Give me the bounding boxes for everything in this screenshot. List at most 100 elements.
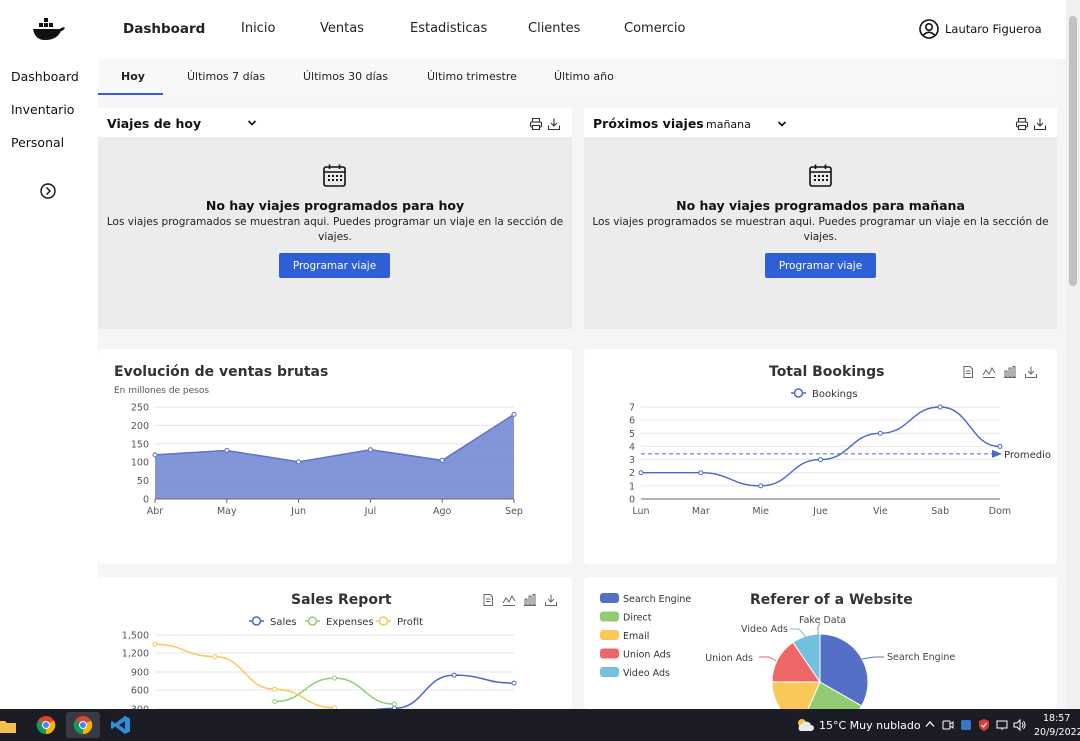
legend-label: Email xyxy=(623,631,649,642)
x-tick-label: Abr xyxy=(147,506,164,517)
page-scrollbar[interactable] xyxy=(1066,0,1080,709)
data-point xyxy=(698,470,704,476)
today-trips-empty-state: No hay viajes programados para hoy Los v… xyxy=(98,138,572,329)
sidebar-item-personal[interactable]: Personal xyxy=(11,135,65,150)
weather-text[interactable]: 15°C Muy nublado xyxy=(819,719,921,732)
gross-sales-card: Evolución de ventas brutas En millones d… xyxy=(98,349,572,564)
print-icon[interactable] xyxy=(529,117,543,131)
print-icon[interactable] xyxy=(1015,117,1029,131)
network-icon[interactable] xyxy=(996,718,1008,732)
vscode-icon[interactable] xyxy=(104,712,138,738)
area-fill xyxy=(155,414,514,499)
clock-date[interactable]: 20/9/2022 xyxy=(1034,727,1080,738)
meet-now-icon[interactable] xyxy=(942,718,954,732)
clock-time[interactable]: 18:57 xyxy=(1043,713,1071,724)
data-view-icon[interactable] xyxy=(961,365,975,379)
legend-marker xyxy=(307,616,318,626)
active-tab-indicator xyxy=(98,93,163,95)
data-point xyxy=(224,447,230,453)
empty-state-description: Los viajes programados se muestran aqui.… xyxy=(106,216,564,243)
nav-estadisticas[interactable]: Estadisticas xyxy=(410,21,488,36)
legend-marker xyxy=(251,616,262,626)
chrome-icon[interactable] xyxy=(29,712,63,738)
x-tick-label: Jun xyxy=(290,506,306,517)
legend-label: Bookings xyxy=(812,389,858,400)
upcoming-trips-title: Próximos viajes xyxy=(593,116,704,131)
file-explorer-icon[interactable] xyxy=(0,712,34,738)
data-point xyxy=(152,641,158,647)
y-tick-label: 1,200 xyxy=(122,649,149,660)
download-icon[interactable] xyxy=(1033,117,1047,131)
line-chart-icon[interactable] xyxy=(982,365,996,379)
schedule-trip-button[interactable]: Programar viaje xyxy=(279,253,390,278)
chart-title: Total Bookings xyxy=(769,364,885,380)
label-leader xyxy=(790,628,807,638)
weather-cloud-icon[interactable] xyxy=(795,716,815,734)
nav-dashboard[interactable]: Dashboard xyxy=(123,21,206,37)
chevron-up-icon[interactable] xyxy=(925,720,935,728)
label-leader xyxy=(861,656,884,660)
top-navbar: Dashboard Inicio Ventas Estadisticas Cli… xyxy=(0,0,1066,59)
security-icon[interactable] xyxy=(960,718,972,732)
data-point xyxy=(439,457,445,463)
time-range-tabs: Hoy Últimos 7 días Últimos 30 días Últim… xyxy=(98,59,1057,96)
nav-comercio[interactable]: Comercio xyxy=(624,21,686,36)
download-icon[interactable] xyxy=(547,117,561,131)
tab-30-dias[interactable]: Últimos 30 días xyxy=(303,70,389,83)
y-tick-label: 1,500 xyxy=(122,631,149,642)
chevron-down-icon[interactable] xyxy=(777,120,787,128)
tab-anio[interactable]: Último año xyxy=(554,70,614,83)
line-chart-icon[interactable] xyxy=(502,593,516,607)
y-tick-label: 50 xyxy=(137,476,149,487)
day-select[interactable]: mañana xyxy=(706,118,751,131)
y-tick-label: 0 xyxy=(629,495,635,506)
docker-whale-logo[interactable] xyxy=(30,14,66,44)
expand-sidebar-icon[interactable] xyxy=(40,183,56,199)
y-tick-label: 1 xyxy=(629,481,635,492)
save-image-icon[interactable] xyxy=(544,593,558,607)
tab-hoy[interactable]: Hoy xyxy=(121,70,145,83)
y-tick-label: 150 xyxy=(131,439,149,450)
legend-swatch xyxy=(600,593,619,603)
x-tick-label: Dom xyxy=(989,506,1011,517)
chevron-down-icon[interactable] xyxy=(247,119,257,127)
legend-label: Search Engine xyxy=(623,594,691,605)
user-avatar-icon xyxy=(919,19,939,39)
tab-trimestre[interactable]: Último trimestre xyxy=(427,70,517,83)
data-view-icon[interactable] xyxy=(481,593,495,607)
referer-card: Referer of a Website Search Engine Direct… xyxy=(584,577,1057,709)
bar-chart-icon[interactable] xyxy=(523,593,537,607)
panel-header: Próximos viajes mañana xyxy=(584,108,1057,138)
legend-label: Video Ads xyxy=(623,668,670,679)
legend-swatch xyxy=(600,648,619,659)
data-point xyxy=(638,470,644,476)
chrome-active-window-icon[interactable] xyxy=(66,712,100,738)
save-image-icon[interactable] xyxy=(1024,365,1038,379)
y-tick-label: 6 xyxy=(629,416,635,427)
x-tick-label: Jue xyxy=(812,506,828,517)
nav-clientes[interactable]: Clientes xyxy=(528,21,581,36)
legend-swatch xyxy=(600,630,619,640)
tab-7-dias[interactable]: Últimos 7 días xyxy=(187,70,266,83)
user-menu[interactable]: Lautaro Figueroa xyxy=(919,19,1042,39)
today-trips-title[interactable]: Viajes de hoy xyxy=(107,116,202,131)
nav-ventas[interactable]: Ventas xyxy=(320,21,364,36)
taskbar: 15°C Muy nublado 18:57 20/9/2022 xyxy=(0,709,1080,741)
scrollbar-thumb[interactable] xyxy=(1069,16,1077,286)
upcoming-trips-panel: Próximos viajes mañana No hay viajes pro… xyxy=(584,108,1057,329)
antivirus-shield-icon[interactable] xyxy=(978,718,990,732)
volume-icon[interactable] xyxy=(1013,718,1027,732)
y-tick-label: 3 xyxy=(629,455,635,466)
data-point xyxy=(272,686,278,692)
data-point xyxy=(758,483,764,489)
legend-label: Profit xyxy=(397,617,423,628)
bar-chart-icon[interactable] xyxy=(1003,365,1017,379)
schedule-trip-button[interactable]: Programar viaje xyxy=(765,253,876,278)
average-arrow xyxy=(992,449,1002,458)
sidebar-item-dashboard[interactable]: Dashboard xyxy=(11,69,79,84)
x-tick-label: Sep xyxy=(505,506,523,517)
data-point xyxy=(937,404,943,410)
nav-inicio[interactable]: Inicio xyxy=(241,21,276,36)
label-leader xyxy=(817,622,821,635)
sidebar-item-inventario[interactable]: Inventario xyxy=(11,102,75,117)
